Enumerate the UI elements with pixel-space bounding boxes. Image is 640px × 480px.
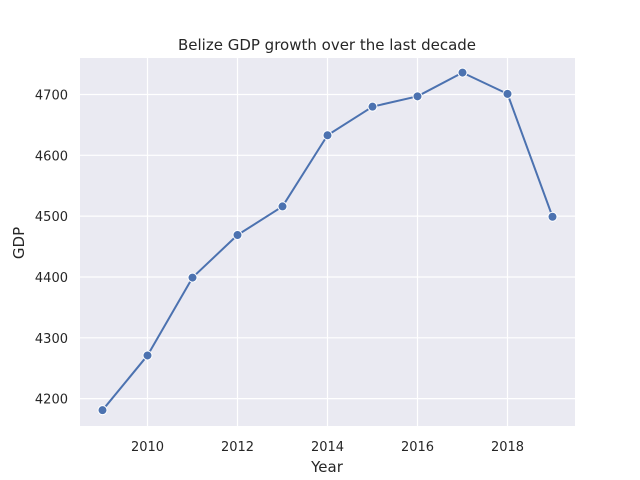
y-tick-label: 4500 — [35, 210, 68, 225]
x-tick-label: 2010 — [131, 440, 164, 455]
grid-lines — [80, 58, 575, 426]
data-point — [412, 91, 423, 102]
x-axis-label: Year — [310, 458, 344, 476]
y-tick-label: 4200 — [35, 393, 68, 408]
series-layer — [97, 67, 558, 416]
data-point — [277, 201, 288, 212]
y-tick-label: 4600 — [35, 149, 68, 164]
y-tick-label: 4700 — [35, 88, 68, 103]
x-tick-label: 2018 — [491, 440, 524, 455]
x-tick-label: 2016 — [401, 440, 434, 455]
x-axis-ticks: 2010 2012 2014 2016 2018 — [131, 440, 524, 455]
data-point — [232, 230, 243, 241]
data-point — [97, 405, 108, 416]
data-point — [502, 88, 513, 99]
data-point — [142, 350, 153, 361]
data-point — [547, 211, 558, 222]
chart-title: Belize GDP growth over the last decade — [178, 36, 476, 54]
data-point — [187, 272, 198, 283]
y-tick-label: 4400 — [35, 271, 68, 286]
x-tick-label: 2014 — [311, 440, 344, 455]
x-tick-label: 2012 — [221, 440, 254, 455]
y-axis-label: GDP — [10, 227, 28, 259]
data-point — [367, 101, 378, 112]
data-point — [457, 67, 468, 78]
data-point — [322, 130, 333, 141]
y-axis-ticks: 4200 4300 4400 4500 4600 4700 — [35, 88, 68, 407]
y-tick-label: 4300 — [35, 332, 68, 347]
